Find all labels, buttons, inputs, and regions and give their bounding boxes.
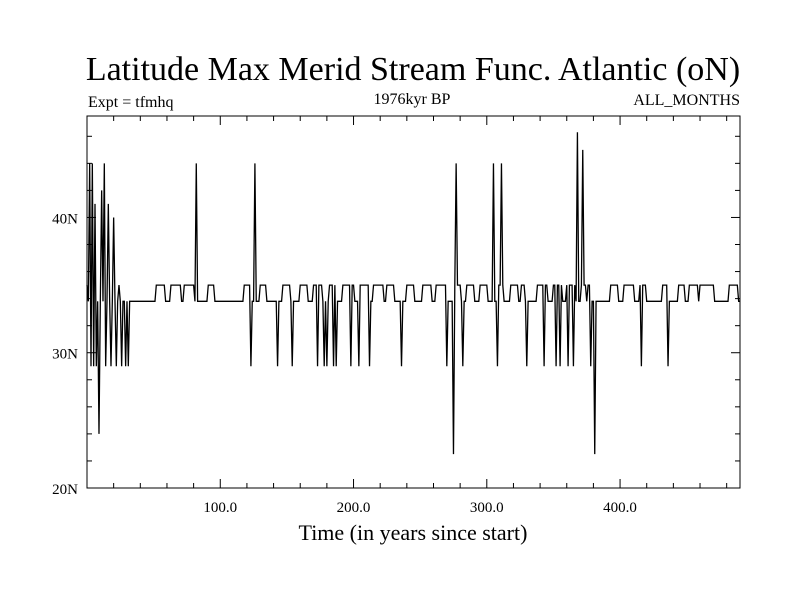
x-tick-label: 200.0 (337, 500, 371, 516)
x-tick-label: 300.0 (470, 500, 504, 516)
subtitle-left: Expt = tfmhq (88, 94, 173, 111)
subtitle-right: ALL_MONTHS (633, 92, 740, 109)
x-axis-label: Time (in years since start) (299, 520, 528, 545)
y-tick-label: 30N (52, 347, 78, 363)
chart-title: Latitude Max Merid Stream Func. Atlantic… (86, 51, 740, 88)
y-tick-label: 40N (52, 211, 78, 227)
y-tick-labels: 20N 30N 40N (52, 211, 78, 498)
plot-frame (86, 115, 741, 489)
x-tick-label: 100.0 (203, 500, 237, 516)
x-axis (113, 116, 728, 488)
subtitle-center: 1976kyr BP (374, 91, 451, 108)
series-line (86, 132, 740, 455)
x-tick-labels: 100.0 200.0 300.0 400.0 (203, 500, 637, 516)
y-tick-label: 20N (52, 482, 78, 498)
x-tick-label: 400.0 (603, 500, 637, 516)
